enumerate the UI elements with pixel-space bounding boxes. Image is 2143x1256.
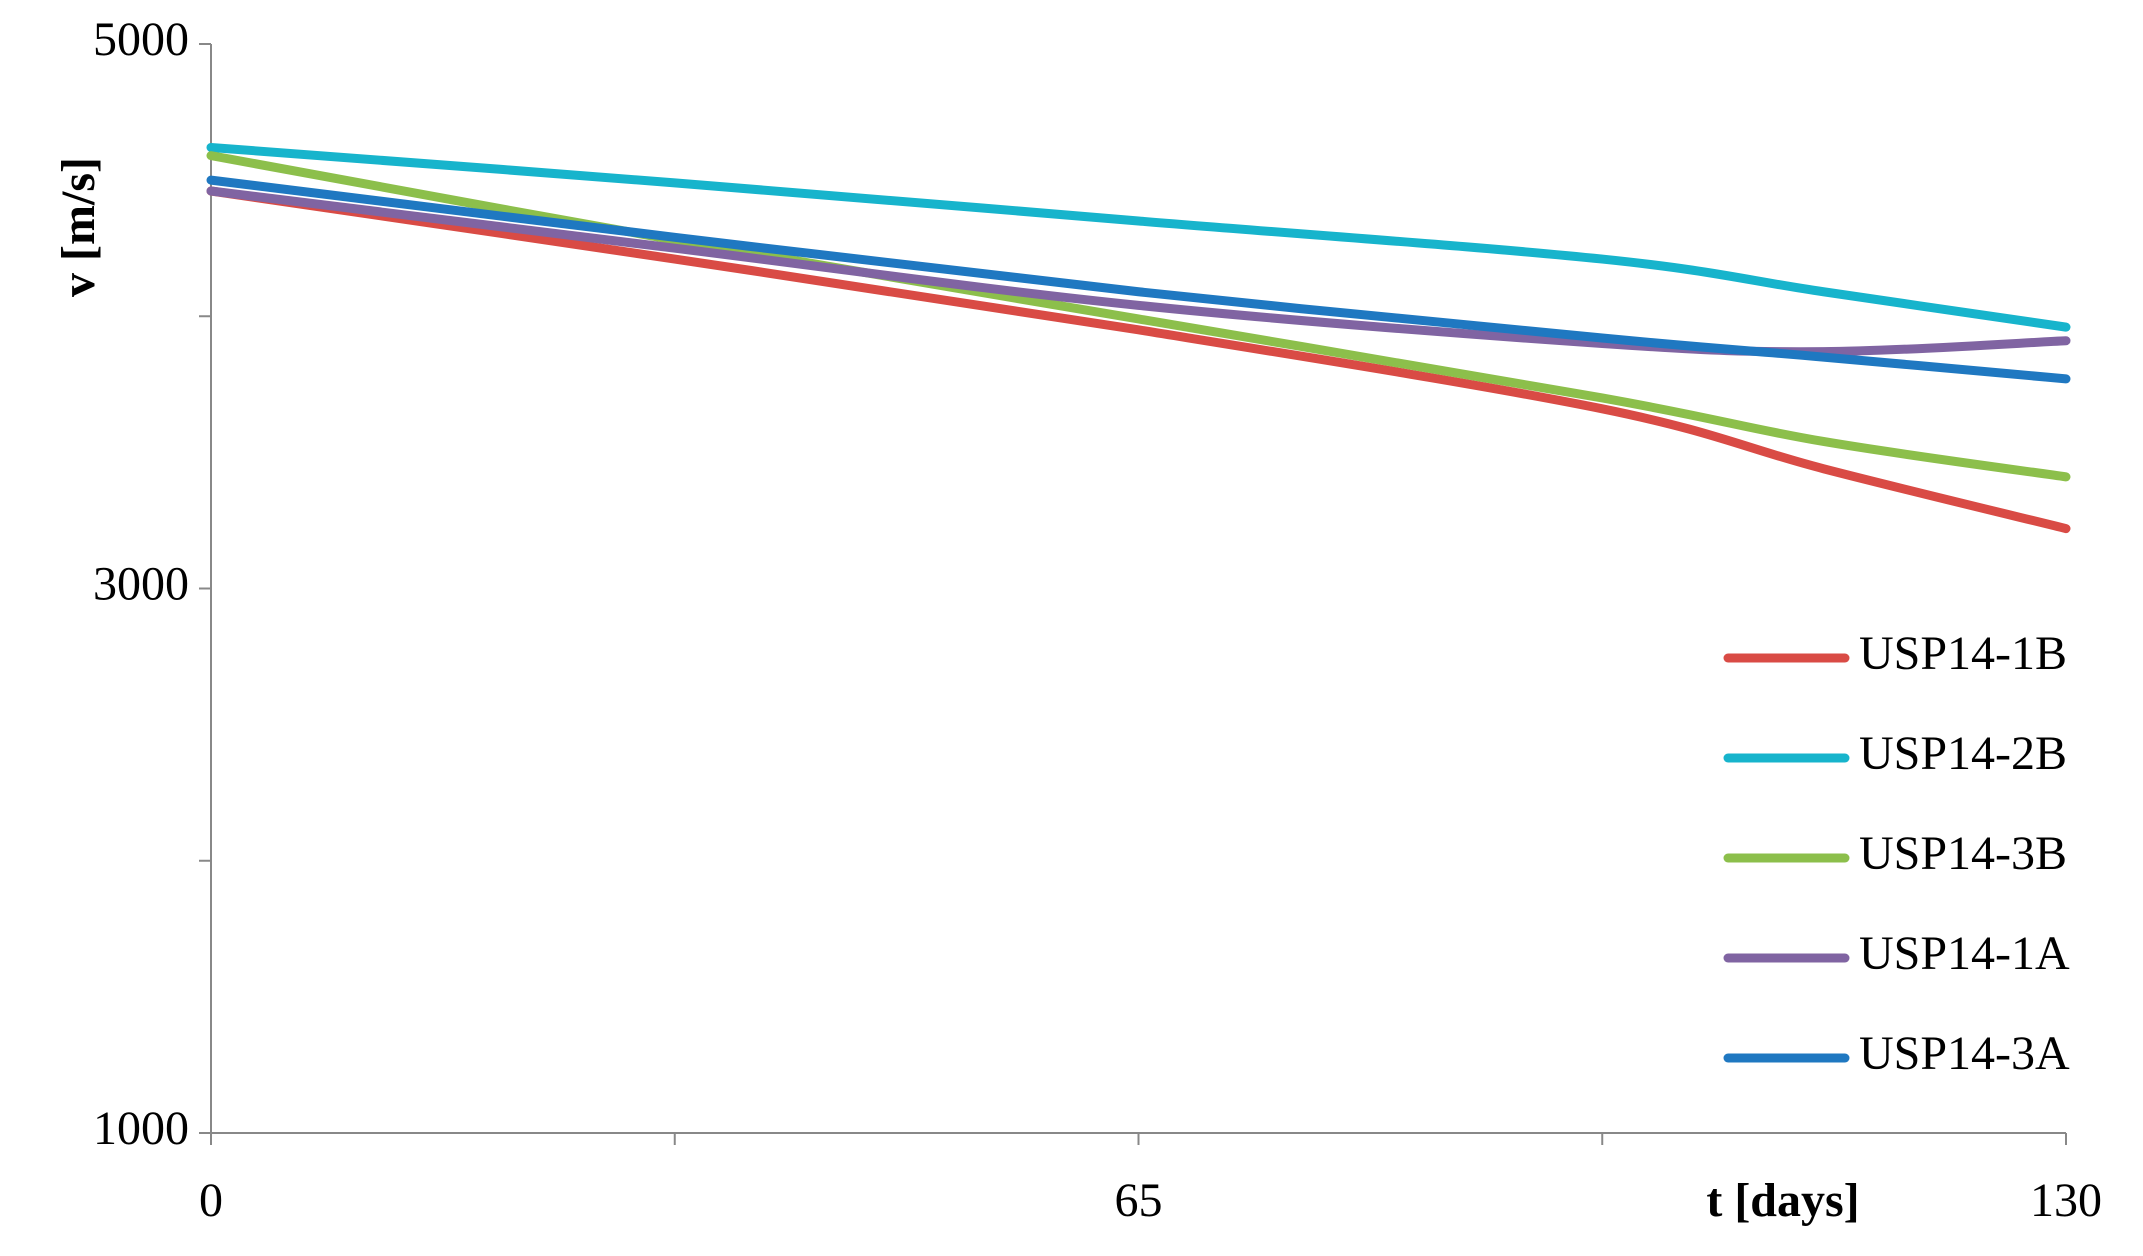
legend-label: USP14-2B <box>1859 727 2067 780</box>
series-line <box>206 186 2071 357</box>
y-tick-label: 3000 <box>93 558 189 611</box>
legend-label: USP14-3B <box>1859 827 2067 880</box>
series-line <box>206 151 2071 482</box>
legend-label: USP14-1A <box>1859 927 2070 980</box>
y-axis-label: v [m/s] <box>52 157 105 297</box>
x-tick-label: 0 <box>199 1174 223 1227</box>
series-line <box>206 142 2071 332</box>
y-tick-label: 1000 <box>93 1102 189 1155</box>
x-axis-label: t [days] <box>1706 1174 1859 1227</box>
y-tick-label: 5000 <box>93 13 189 66</box>
legend-label: USP14-3A <box>1859 1027 2070 1080</box>
legend-label: USP14-1B <box>1859 627 2067 680</box>
x-tick-label: 130 <box>2030 1174 2102 1227</box>
series-line <box>206 186 2071 534</box>
series-line <box>206 175 2071 384</box>
x-tick-label: 65 <box>1115 1174 1163 1227</box>
